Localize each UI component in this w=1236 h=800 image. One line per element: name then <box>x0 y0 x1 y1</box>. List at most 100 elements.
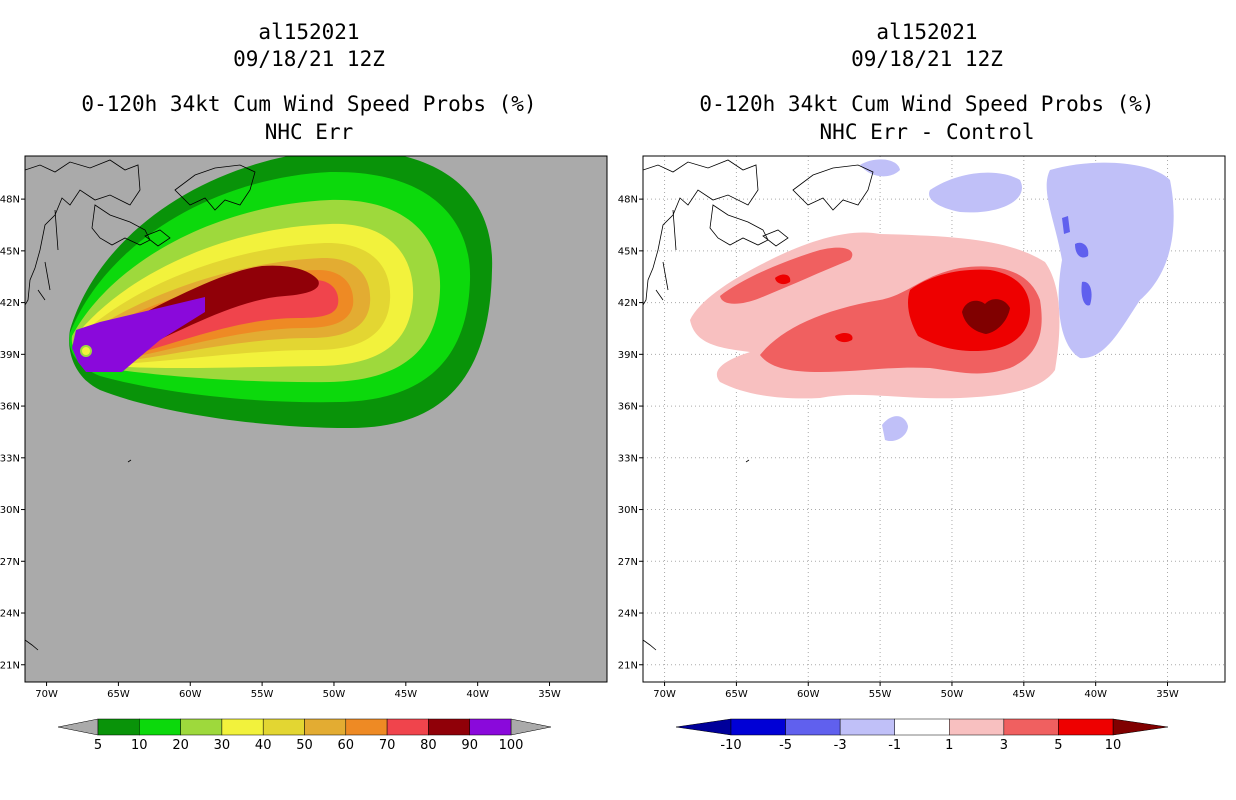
colorbar-over-arrow <box>1112 718 1169 736</box>
x-tick-label: 65W <box>107 689 130 700</box>
diff-contour-minus3-c <box>1081 281 1092 306</box>
colorbar-label: 30 <box>214 738 231 753</box>
colorbar-swatch <box>262 718 305 736</box>
y-tick-label: 42N <box>618 298 638 309</box>
x-tick-label: 65W <box>725 689 748 700</box>
left-storm-id: al152021 <box>258 20 360 44</box>
y-tick-label: 48N <box>618 195 638 206</box>
y-tick-label: 27N <box>0 557 20 568</box>
right-chart-title: 0-120h 34kt Cum Wind Speed Probs (%) <box>699 92 1155 116</box>
colorbar-swatch <box>97 718 140 736</box>
y-tick-label: 24N <box>0 609 20 620</box>
y-tick-label: 30N <box>0 505 20 516</box>
right-chart-subtitle: NHC Err - Control <box>819 120 1035 144</box>
colorbar-label: -5 <box>779 738 792 753</box>
colorbar-label: -10 <box>720 738 741 753</box>
x-tick-label: 55W <box>251 689 274 700</box>
x-tick-label: 35W <box>1156 689 1179 700</box>
prob-center-marker <box>80 345 92 357</box>
colorbar-swatch <box>386 718 429 736</box>
y-tick-label: 48N <box>0 195 20 206</box>
colorbar-swatch <box>785 718 841 736</box>
diff-contour-minus1-top <box>860 159 900 177</box>
colorbar-label: 80 <box>420 738 437 753</box>
colorbar-swatch <box>894 718 950 736</box>
y-tick-label: 36N <box>0 402 20 413</box>
x-tick-label: 50W <box>323 689 346 700</box>
y-tick-label: 42N <box>0 298 20 309</box>
colorbar-under-arrow <box>675 718 732 736</box>
colorbar-swatch <box>1003 718 1059 736</box>
y-tick-label: 45N <box>0 246 20 257</box>
colorbar-swatch <box>730 718 786 736</box>
colorbar-label: 3 <box>1000 738 1008 753</box>
x-tick-label: 45W <box>395 689 418 700</box>
y-tick-label: 45N <box>618 246 638 257</box>
colorbar-over-arrow <box>510 718 552 736</box>
left-map-frame <box>24 155 608 683</box>
right-colorbar: -10 -5 -3 -1 1 3 5 10 <box>675 718 1169 753</box>
right-axis-ticks: 70W 65W 60W 55W 50W 45W 40W 35W 48N 45N 42N 39N 36N 3… <box>618 195 1179 700</box>
left-chart-title: 0-120h 34kt Cum Wind Speed Probs (%) <box>81 92 537 116</box>
diff-contour-plus10 <box>962 299 1010 334</box>
x-tick-label: 60W <box>179 689 202 700</box>
colorbar-swatch <box>304 718 347 736</box>
colorbar-label: 40 <box>255 738 272 753</box>
y-tick-label: 33N <box>618 453 638 464</box>
x-tick-label: 70W <box>35 689 58 700</box>
left-valid-time: 09/18/21 12Z <box>233 47 385 71</box>
right-valid-time: 09/18/21 12Z <box>851 47 1003 71</box>
colorbar-label: 100 <box>499 738 524 753</box>
colorbar-label: 10 <box>1105 738 1122 753</box>
left-probability-field <box>69 156 493 428</box>
colorbar-swatch <box>345 718 388 736</box>
prob-contour-90 <box>72 297 205 372</box>
left-colorbar: 5 10 20 30 40 50 60 70 80 90 100 <box>57 718 552 753</box>
colorbar-swatch <box>949 718 1005 736</box>
colorbar-under-arrow <box>57 718 99 736</box>
x-tick-label: 40W <box>466 689 489 700</box>
y-tick-label: 36N <box>618 402 638 413</box>
y-tick-label: 27N <box>618 557 638 568</box>
colorbar-label: 90 <box>461 738 478 753</box>
colorbar-label: 5 <box>94 738 102 753</box>
right-map-panel: 70W 65W 60W 55W 50W 45W 40W 35W 48N 45N 42N 39N 36N 3… <box>618 155 1226 700</box>
x-tick-label: 60W <box>797 689 820 700</box>
colorbar-swatch <box>221 718 264 736</box>
left-map-panel: 70W 65W 60W 55W 50W 45W 40W 35W 48N 45N 42N 39N 36N 3… <box>0 155 608 700</box>
colorbar-label: 50 <box>296 738 313 753</box>
colorbar-swatch <box>469 718 512 736</box>
y-tick-label: 39N <box>0 350 20 361</box>
x-tick-label: 40W <box>1084 689 1107 700</box>
left-axis-ticks: 70W 65W 60W 55W 50W 45W 40W 35W 48N 45N 42N 39N 36N 3… <box>0 195 561 700</box>
right-coastlines <box>643 159 874 651</box>
colorbar-label: 60 <box>338 738 355 753</box>
diff-contour-minus1-east <box>1046 162 1174 359</box>
colorbar-swatch <box>428 718 470 736</box>
x-tick-label: 70W <box>653 689 676 700</box>
right-difference-field <box>690 159 1174 442</box>
colorbar-label: 1 <box>945 738 953 753</box>
left-chart-subtitle: NHC Err <box>264 120 354 144</box>
colorbar-label: -3 <box>834 738 847 753</box>
x-tick-label: 45W <box>1013 689 1036 700</box>
right-map-frame <box>642 155 1226 683</box>
colorbar-label: 70 <box>379 738 396 753</box>
diff-contour-minus1-south <box>882 416 908 442</box>
colorbar-label: 10 <box>131 738 148 753</box>
x-tick-label: 50W <box>941 689 964 700</box>
colorbar-swatch <box>1058 718 1114 736</box>
colorbar-label: 5 <box>1054 738 1062 753</box>
y-tick-label: 33N <box>0 453 20 464</box>
y-tick-label: 21N <box>0 660 20 671</box>
diff-contour-minus3-b <box>1075 242 1089 258</box>
left-coastlines <box>25 159 256 651</box>
y-tick-label: 30N <box>618 505 638 516</box>
colorbar-label: -1 <box>888 738 901 753</box>
colorbar-label: 20 <box>172 738 189 753</box>
colorbar-swatch <box>139 718 181 736</box>
diff-contour-minus1-north <box>929 172 1022 213</box>
y-tick-label: 24N <box>618 609 638 620</box>
colorbar-swatch <box>180 718 223 736</box>
